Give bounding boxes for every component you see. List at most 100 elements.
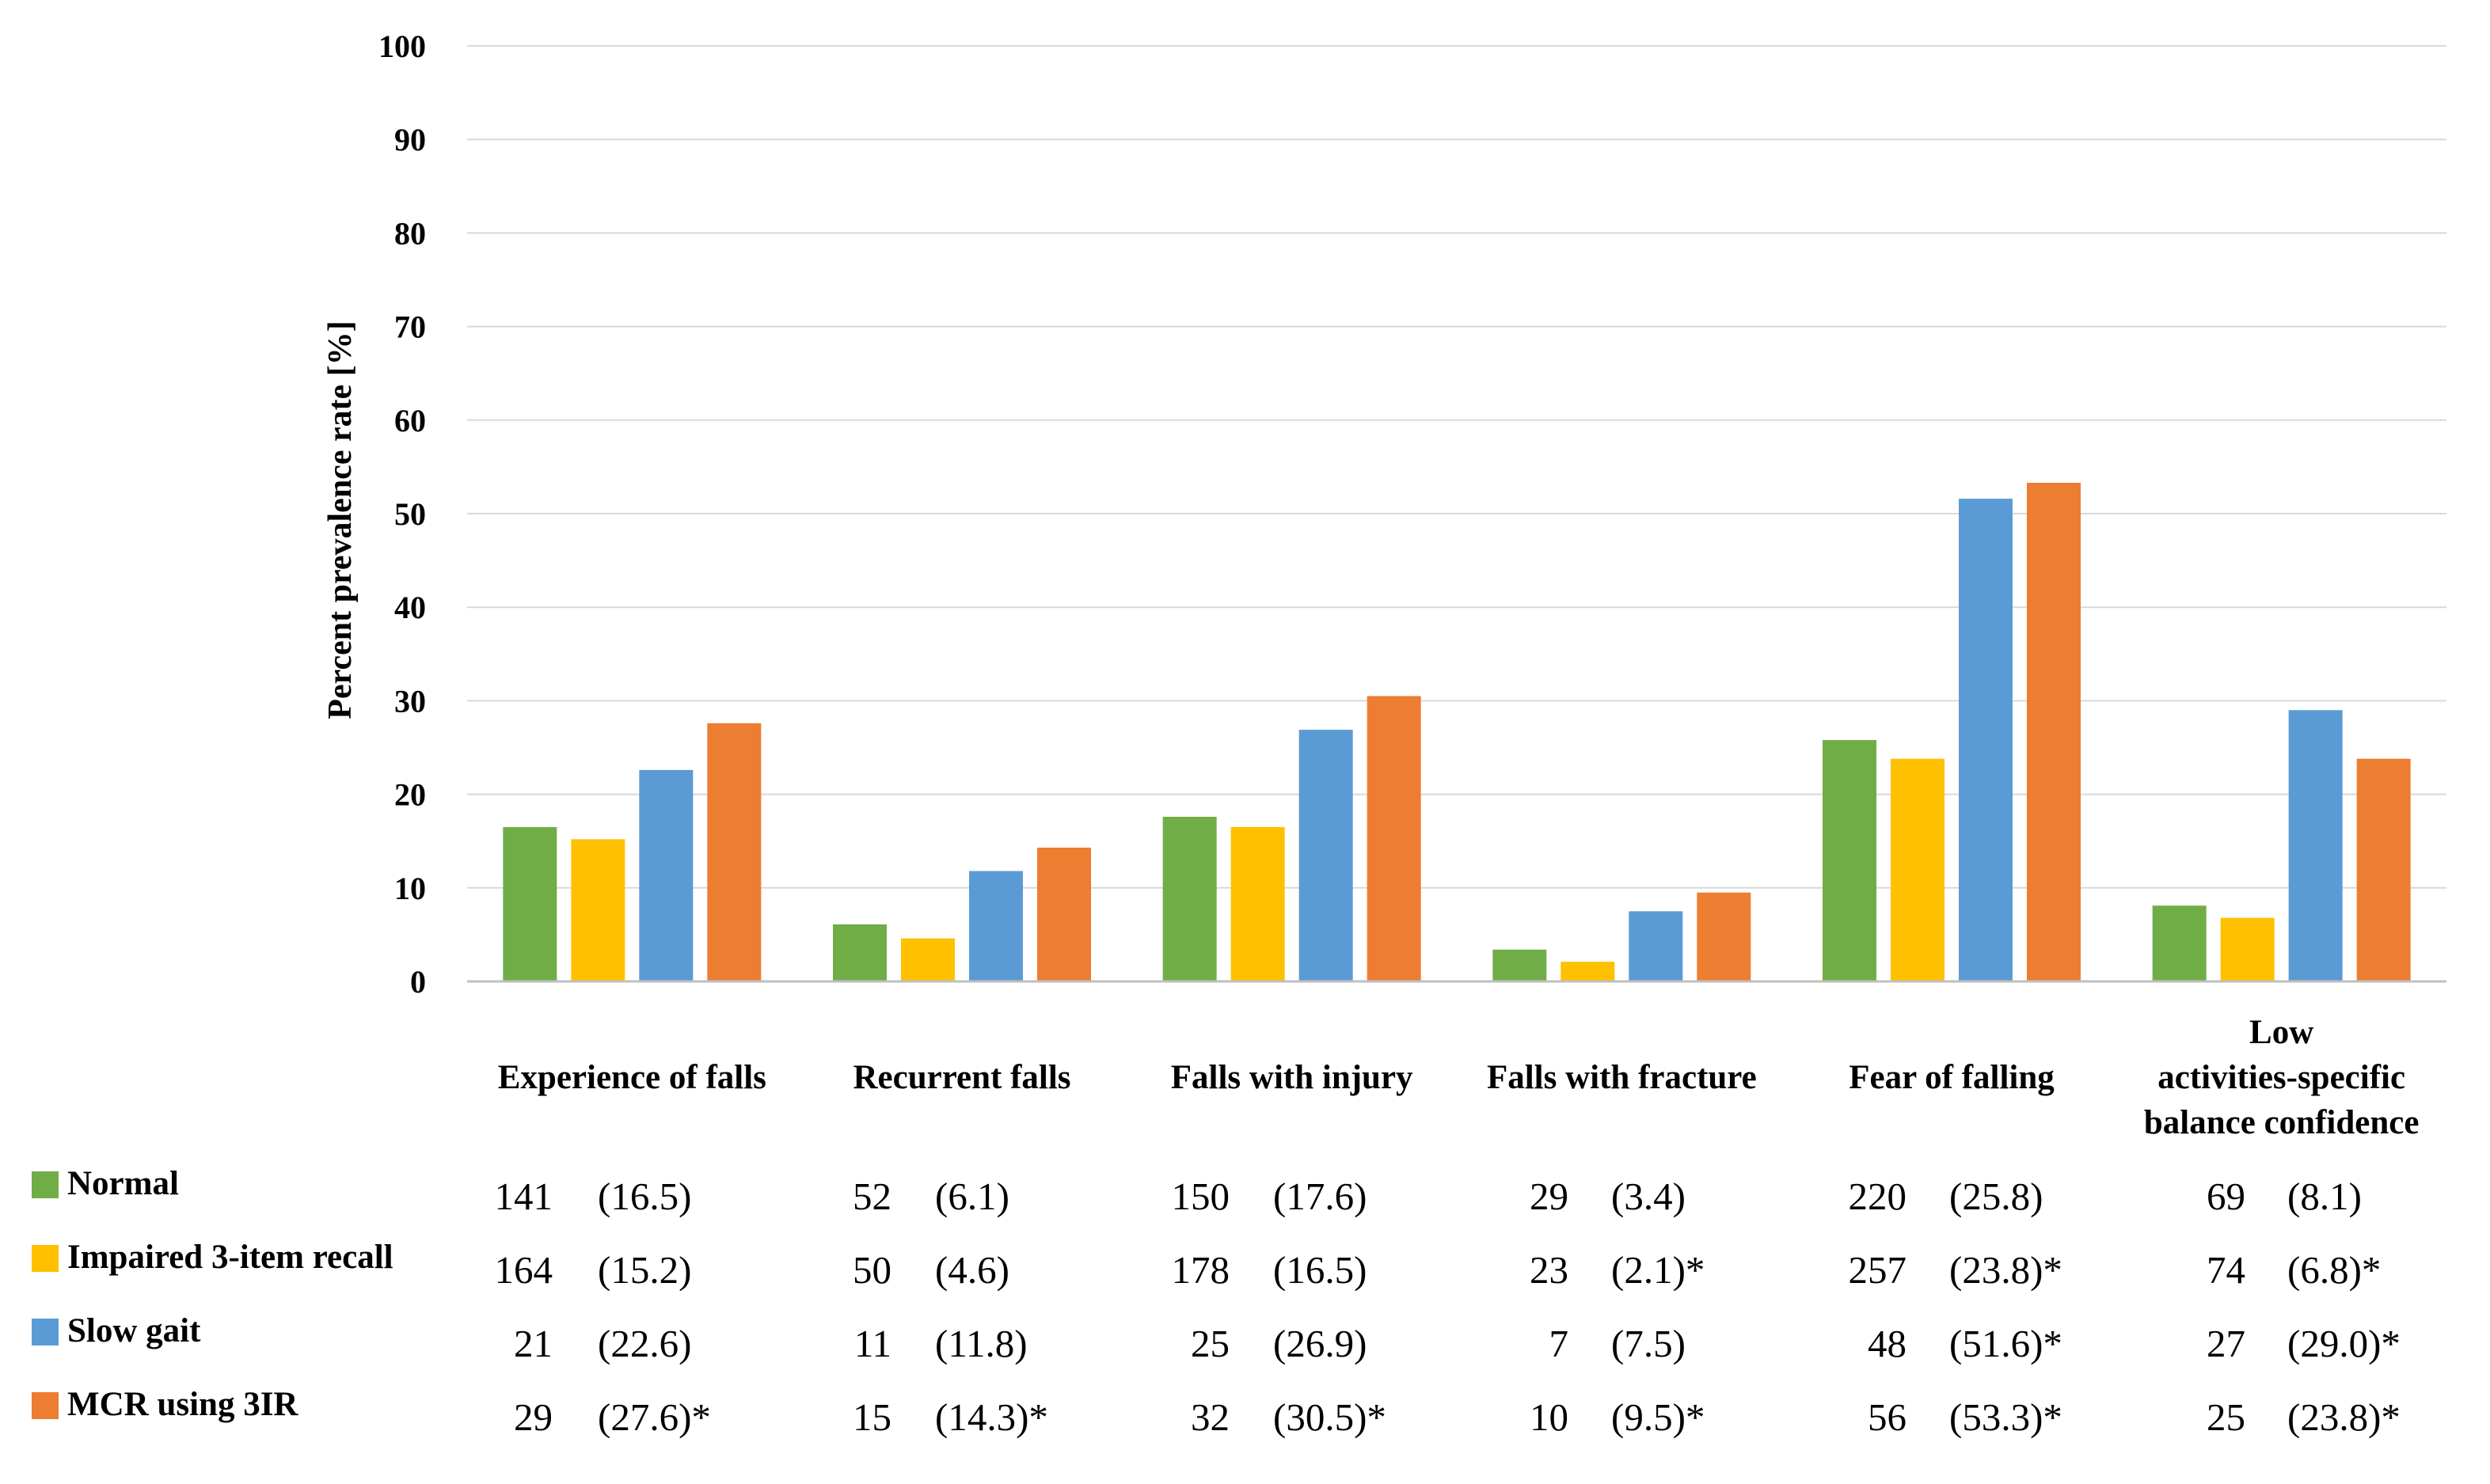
bar-normal — [1162, 816, 1217, 981]
y-tick-label: 0 — [410, 964, 426, 1000]
bar-slow-gait — [969, 871, 1023, 981]
table-percent: (27.6)* — [598, 1395, 711, 1439]
legend-swatch — [32, 1245, 59, 1272]
bar-normal — [2152, 905, 2207, 981]
table-percent: (53.3)* — [1949, 1395, 2062, 1439]
table-percent: (2.1)* — [1611, 1248, 1705, 1292]
y-tick-label: 30 — [394, 683, 426, 719]
table-count: 141 — [495, 1175, 553, 1218]
y-tick-label: 90 — [394, 122, 426, 158]
table-count: 178 — [1172, 1248, 1230, 1292]
table-count: 25 — [1191, 1322, 1230, 1365]
bar-mcr-using-3ir — [2356, 758, 2411, 981]
table-percent: (26.9) — [1273, 1322, 1367, 1365]
table-percent: (6.1) — [935, 1175, 1009, 1218]
category-label: balance confidence — [2144, 1104, 2420, 1141]
y-tick-label: 80 — [394, 215, 426, 251]
table-count: 21 — [514, 1322, 553, 1365]
table-percent: (9.5)* — [1611, 1395, 1705, 1439]
table-percent: (29.0)* — [2287, 1322, 2401, 1365]
bar-normal — [833, 924, 887, 981]
y-axis-label: Percent prevalence rate [%] — [322, 321, 359, 719]
legend-label: MCR using 3IR — [67, 1386, 298, 1423]
table-count: 56 — [1868, 1395, 1906, 1439]
table-count: 10 — [1530, 1395, 1568, 1439]
legend-label: Slow gait — [67, 1312, 201, 1349]
y-tick-label: 70 — [394, 309, 426, 345]
legend-label: Impaired 3-item recall — [67, 1239, 393, 1276]
table-count: 52 — [853, 1175, 891, 1218]
bar-slow-gait — [1959, 499, 2013, 981]
table-percent: (16.5) — [1273, 1248, 1367, 1292]
bar-slow-gait — [2288, 710, 2343, 981]
category-label: Falls with fracture — [1487, 1059, 1757, 1096]
table-count: 23 — [1530, 1248, 1568, 1292]
bar-mcr-using-3ir — [2027, 482, 2081, 981]
table-count: 48 — [1868, 1322, 1906, 1365]
category-label: Fear of falling — [1849, 1059, 2055, 1096]
bar-impaired-3-item-recall — [1891, 758, 1944, 981]
table-percent: (51.6)* — [1949, 1322, 2062, 1365]
bar-mcr-using-3ir — [707, 723, 762, 981]
table-count: 11 — [854, 1322, 891, 1365]
table-percent: (17.6) — [1273, 1175, 1367, 1218]
table-count: 27 — [2207, 1322, 2245, 1365]
table-percent: (6.8)* — [2287, 1248, 2381, 1292]
table-count: 25 — [2207, 1395, 2245, 1439]
table-percent: (23.8)* — [1949, 1248, 2062, 1292]
bar-slow-gait — [639, 769, 694, 981]
gridlines — [467, 45, 2446, 889]
category-label: Recurrent falls — [853, 1059, 1070, 1096]
table-count: 257 — [1849, 1248, 1907, 1292]
table-percent: (7.5) — [1611, 1322, 1686, 1365]
table-count: 32 — [1191, 1395, 1230, 1439]
table-percent: (3.4) — [1611, 1175, 1686, 1218]
table-percent: (16.5) — [598, 1175, 691, 1218]
category-label: Falls with injury — [1171, 1059, 1413, 1096]
table-count: 220 — [1849, 1175, 1907, 1218]
bar-impaired-3-item-recall — [1230, 826, 1285, 981]
table-percent: (23.8)* — [2287, 1395, 2401, 1439]
bar-normal — [1823, 740, 1876, 981]
bar-mcr-using-3ir — [1037, 847, 1091, 981]
table-count: 74 — [2207, 1248, 2245, 1292]
table-count: 15 — [853, 1395, 891, 1439]
legend-swatch — [32, 1319, 59, 1345]
category-label: activities-specific — [2157, 1059, 2405, 1096]
y-axis-ticks: 0 10 20 30 40 50 60 70 80 90 100 — [378, 28, 426, 1000]
table-count: 69 — [2207, 1175, 2245, 1218]
table-percent: (30.5)* — [1273, 1395, 1386, 1439]
table-percent: (25.8) — [1949, 1175, 2043, 1218]
table-count: 150 — [1172, 1175, 1230, 1218]
bar-slow-gait — [1298, 730, 1353, 981]
table-percent: (4.6) — [935, 1248, 1009, 1292]
y-tick-label: 20 — [394, 777, 426, 813]
bar-impaired-3-item-recall — [901, 938, 955, 981]
y-tick-label: 100 — [378, 28, 426, 64]
bar-slow-gait — [1629, 911, 1683, 981]
table-count: 29 — [1530, 1175, 1568, 1218]
table-percent: (14.3)* — [935, 1395, 1048, 1439]
table-percent: (22.6) — [598, 1322, 691, 1365]
bar-normal — [503, 826, 557, 981]
category-label: Experience of falls — [498, 1059, 766, 1096]
table-count: 7 — [1549, 1322, 1569, 1365]
table-percent: (15.2) — [598, 1248, 691, 1292]
legend-swatch — [32, 1392, 59, 1419]
table-count: 50 — [853, 1248, 891, 1292]
bar-mcr-using-3ir — [1367, 696, 1421, 981]
bar-mcr-using-3ir — [1697, 892, 1751, 981]
category-labels: Experience of falls Recurrent falls Falls … — [498, 1014, 2420, 1141]
data-table: Normal 141 (16.5) 52 (6.1) 150 (17.6) 29 (3.4) 22… — [32, 1165, 2401, 1439]
legend-swatch — [32, 1171, 59, 1198]
bar-impaired-3-item-recall — [1561, 962, 1615, 981]
table-percent: (11.8) — [935, 1322, 1028, 1365]
y-tick-label: 10 — [394, 871, 426, 906]
table-count: 164 — [495, 1248, 553, 1292]
y-tick-label: 50 — [394, 496, 426, 532]
legend-label: Normal — [67, 1165, 179, 1202]
bar-impaired-3-item-recall — [571, 839, 625, 981]
y-tick-label: 40 — [394, 590, 426, 625]
bars — [503, 482, 2411, 981]
